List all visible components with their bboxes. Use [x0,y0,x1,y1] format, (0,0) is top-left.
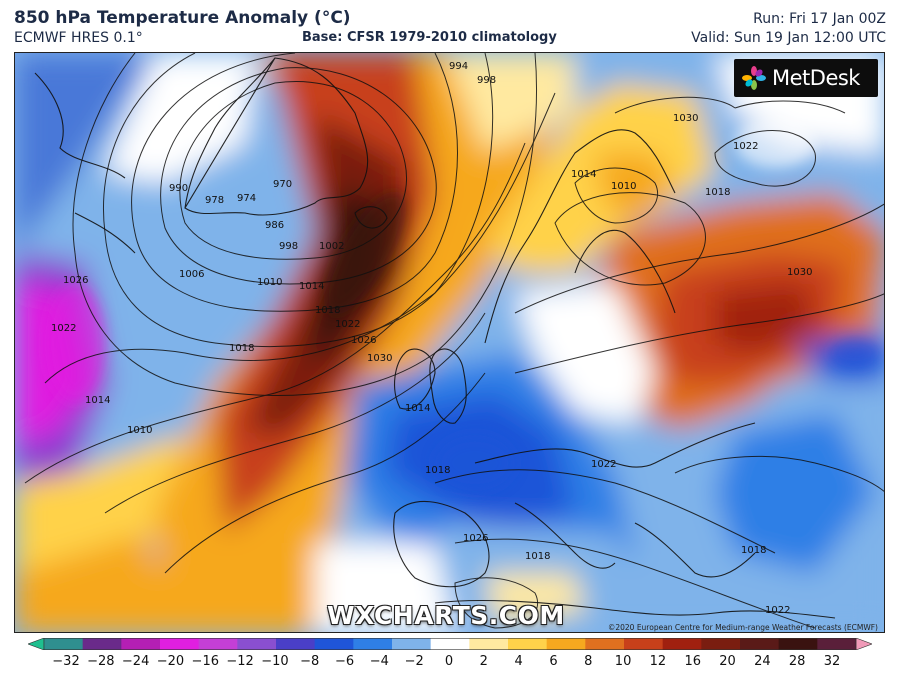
map-canvas: 994 998 970 974 978 986 990 998 1002 100… [15,53,884,632]
colorbar-segment [585,638,625,650]
colorbar-tick-label: 16 [684,654,701,669]
colorbar-segment [740,638,780,650]
colorbar-segment [276,638,316,650]
colorbar-tick-label: 8 [584,654,593,669]
metdesk-logo[interactable]: MetDesk [734,59,878,97]
wxcharts-watermark: WXCHARTS.COM [327,601,565,630]
colorbar-tick-label: −2 [404,654,424,669]
colorbar-segment [237,638,277,650]
colorbar-tick-label: 28 [788,654,806,669]
isobar-label: 1022 [335,319,360,330]
colorbar-segment [44,638,84,650]
colorbar-tick-label: −10 [261,654,289,669]
colorbar-tick-label: −32 [52,654,80,669]
color-scale-bar [28,638,872,650]
colorbar-segment [430,638,470,650]
isobar-label: 998 [477,75,496,86]
chart-title: 850 hPa Temperature Anomaly (°C) [14,8,351,28]
colorbar-tick-label: 12 [649,654,667,669]
colorbar-tick-label: 20 [719,654,736,669]
isobar-label: 1010 [257,277,282,288]
valid-time-label: Valid: Sun 19 Jan 12:00 UTC [691,30,886,46]
isobar-label: 1018 [705,187,730,198]
colorbar-segment [817,638,857,650]
run-time-label: Run: Fri 17 Jan 00Z [753,11,886,27]
colorbar-segment [160,638,200,650]
colorbar-tick-label: 0 [444,654,454,669]
colorbar-tick-label: −12 [226,654,254,669]
isobar-labels: 994 998 970 974 978 986 990 998 1002 100… [51,61,812,616]
colorbar-segment [508,638,548,650]
colorbar-tick-label: 10 [614,654,632,669]
isobar-label: 986 [265,220,284,231]
isobar-label: 1018 [741,545,766,556]
colorbar-segment [82,638,122,650]
isobar-label: 1018 [525,551,550,562]
isobar-label: 1022 [51,323,76,334]
isobar-label: 1006 [179,269,204,280]
base-climatology-label: Base: CFSR 1979-2010 climatology [302,30,557,45]
isobar-label: 1030 [787,267,812,278]
isobar-label: 1002 [319,241,344,252]
colorbar-segment [392,638,432,650]
isobar-label: 990 [169,183,188,194]
isobar-label: 1026 [351,335,376,346]
isobar-label: 1010 [127,425,152,436]
isobar-label: 1026 [463,533,488,544]
isobar-label: 1014 [85,395,110,406]
isobar-label: 994 [449,61,468,72]
colorbar-tick-label: 6 [549,654,558,669]
isobar-label: 1022 [733,141,758,152]
isobar-label: 1022 [765,605,790,616]
isobar-label: 1018 [315,305,340,316]
colorbar-tick-label: −16 [191,654,219,669]
colorbar-segment [121,638,161,650]
colorbar-segment [546,638,586,650]
colorbar-segment [353,638,393,650]
isobar-label: 1010 [611,181,636,192]
flower-icon [742,66,766,90]
isobar-label: 1026 [63,275,88,286]
colorbar-tick-label: 2 [479,654,488,669]
colorbar-tick-label: −20 [156,654,185,669]
colorbar-segment [701,638,741,650]
colorbar-frame [43,638,857,650]
colorbar-tick-label: 24 [754,654,771,669]
isobar-label: 974 [237,193,256,204]
logo-text: MetDesk [772,66,860,90]
anomaly-map[interactable]: 994 998 970 974 978 986 990 998 1002 100… [14,52,885,633]
colorbar-tick-label: −24 [121,654,150,669]
colorbar-tick-label: −4 [369,654,389,669]
colorbar-segment [624,638,664,650]
colorbar-max-arrow [855,638,872,650]
model-label: ECMWF HRES 0.1° [14,30,143,46]
isobar-label: 1030 [367,353,392,364]
colorbar-segment [314,638,354,650]
colorbar-segment [469,638,509,650]
isobar-label: 1018 [229,343,254,354]
colorbar-tick-label: −8 [300,654,320,669]
isobar-label: 1018 [425,465,450,476]
coastlines [34,57,836,619]
colorbar-tick-label: −6 [334,654,355,669]
isobar-label: 978 [205,195,224,206]
isobar-label: 1014 [405,403,430,414]
colorbar-tick-label: 32 [823,654,841,669]
colorbar-tick-label: −28 [87,654,115,669]
colorbar-segment [662,638,702,650]
isobar-label: 1014 [571,169,596,180]
colorbar-segment [198,638,238,650]
colorbar-tick-label: 4 [514,654,523,669]
colorbar-min-arrow [28,638,45,650]
isobars [24,53,884,629]
isobar-label: 1014 [299,281,324,292]
isobar-label: 998 [279,241,298,252]
copyright-note: ©2020 European Centre for Medium-range W… [607,623,878,632]
color-scale-ticks: −32 −28 −24 −20 −16 −12 −10 −8 −6 −4 −2 0 2 4 6 8 10 12 16… [0,654,900,674]
isobar-label: 970 [273,179,292,190]
isobar-label: 1030 [673,113,698,124]
isobar-label: 1022 [591,459,616,470]
colorbar-segment [778,638,818,650]
